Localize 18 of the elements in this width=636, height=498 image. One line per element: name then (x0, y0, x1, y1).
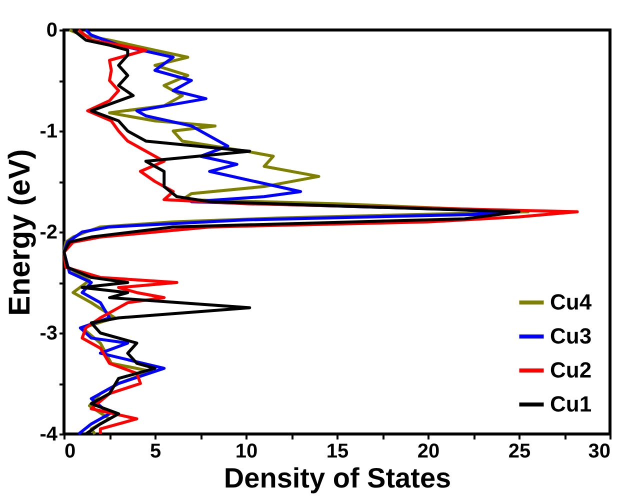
y-tick-label: -3 (40, 322, 58, 344)
legend-label: Cu3 (550, 324, 592, 348)
y-tick-label: -2 (40, 222, 58, 244)
legend-label: Cu4 (550, 290, 592, 314)
x-tick-label: 0 (64, 440, 76, 462)
x-tick-label: 20 (417, 440, 440, 462)
x-axis-title: Density of States (224, 462, 452, 494)
x-tick-label: 30 (588, 440, 610, 462)
y-tick-label: 0 (46, 20, 58, 42)
y-tick-label: -4 (40, 424, 58, 446)
y-tick-label: -1 (40, 120, 58, 142)
x-tick-label: 5 (150, 440, 162, 462)
x-tick-label: 25 (508, 440, 531, 462)
legend-label: Cu1 (550, 392, 592, 416)
legend-label: Cu2 (550, 358, 592, 382)
x-tick-label: 10 (235, 440, 258, 462)
x-tick-label: 15 (326, 440, 349, 462)
y-axis-title: Energy (eV) (4, 149, 37, 316)
